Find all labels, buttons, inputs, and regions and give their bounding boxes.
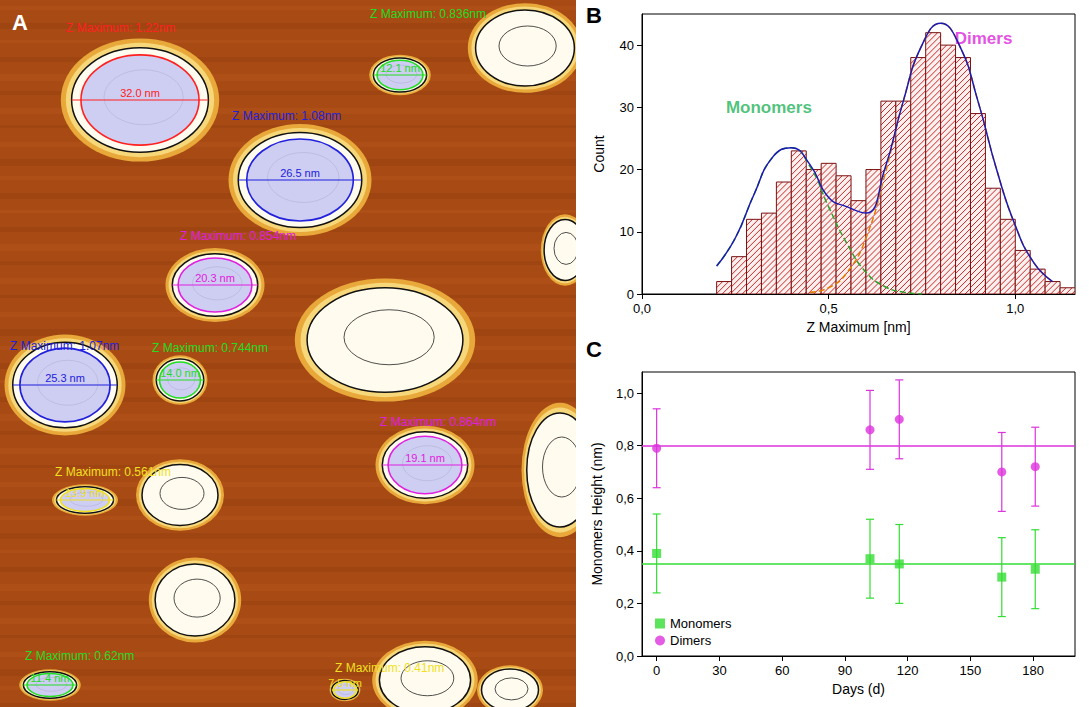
- svg-text:Z Maximum: 0.836nm: Z Maximum: 0.836nm: [370, 7, 486, 21]
- svg-text:20: 20: [620, 162, 634, 177]
- svg-text:1,0: 1,0: [616, 386, 634, 401]
- svg-text:60: 60: [775, 663, 789, 678]
- svg-text:0,5: 0,5: [820, 301, 838, 316]
- svg-text:Monomers Height (nm): Monomers Height (nm): [589, 442, 605, 585]
- svg-text:Z Maximum: 1.22nm: Z Maximum: 1.22nm: [66, 21, 175, 35]
- svg-text:7.5 nm: 7.5 nm: [328, 677, 362, 689]
- svg-text:13.9 nm: 13.9 nm: [65, 487, 105, 499]
- svg-text:0: 0: [627, 287, 634, 302]
- svg-text:19.1 nm: 19.1 nm: [405, 452, 445, 464]
- svg-text:25.3 nm: 25.3 nm: [45, 372, 85, 384]
- svg-text:Monomers: Monomers: [670, 616, 732, 631]
- svg-text:14.0 nm: 14.0 nm: [160, 367, 200, 379]
- svg-text:0,6: 0,6: [616, 491, 634, 506]
- svg-text:26.5 nm: 26.5 nm: [280, 167, 320, 179]
- svg-text:20.3 nm: 20.3 nm: [195, 272, 235, 284]
- svg-text:1,0: 1,0: [1006, 301, 1024, 316]
- svg-text:Dimers: Dimers: [670, 633, 712, 648]
- svg-text:C: C: [586, 337, 602, 362]
- svg-text:Z Maximum: 0.744nm: Z Maximum: 0.744nm: [152, 341, 268, 355]
- svg-text:0: 0: [653, 663, 660, 678]
- svg-text:0,0: 0,0: [616, 649, 634, 664]
- svg-text:Days (d): Days (d): [832, 681, 885, 697]
- svg-text:0,2: 0,2: [616, 596, 634, 611]
- svg-text:B: B: [586, 3, 602, 28]
- svg-text:Z Maximum: 0.864nm: Z Maximum: 0.864nm: [380, 415, 496, 429]
- svg-text:180: 180: [1022, 663, 1044, 678]
- svg-text:Z Maximum: 0.41nm: Z Maximum: 0.41nm: [335, 661, 444, 675]
- svg-text:40: 40: [620, 38, 634, 53]
- svg-text:Count: Count: [591, 135, 607, 172]
- svg-text:30: 30: [620, 100, 634, 115]
- svg-text:30: 30: [712, 663, 726, 678]
- svg-text:12.1 nm: 12.1 nm: [380, 62, 420, 74]
- svg-text:Z Maximum: 0.62nm: Z Maximum: 0.62nm: [25, 649, 134, 663]
- svg-text:11.4 nm: 11.4 nm: [31, 672, 70, 684]
- svg-text:Z Maximum: 1.08nm: Z Maximum: 1.08nm: [232, 109, 341, 123]
- svg-text:120: 120: [897, 663, 919, 678]
- svg-text:0,0: 0,0: [633, 301, 651, 316]
- svg-text:0,4: 0,4: [616, 543, 634, 558]
- svg-text:Dimers: Dimers: [955, 29, 1013, 48]
- svg-text:Z Maximum: 1.07nm: Z Maximum: 1.07nm: [10, 339, 119, 353]
- svg-text:90: 90: [838, 663, 852, 678]
- svg-text:Monomers: Monomers: [726, 98, 812, 117]
- svg-text:Z Maximum [nm]: Z Maximum [nm]: [806, 319, 910, 335]
- svg-text:Z Maximum: 0.561nm: Z Maximum: 0.561nm: [55, 465, 171, 479]
- svg-text:0,8: 0,8: [616, 438, 634, 453]
- svg-text:150: 150: [960, 663, 982, 678]
- svg-text:Z Maximum: 0.854nm: Z Maximum: 0.854nm: [180, 229, 296, 243]
- svg-text:32.0 nm: 32.0 nm: [120, 87, 160, 99]
- svg-text:A: A: [12, 10, 28, 35]
- svg-text:10: 10: [620, 224, 634, 239]
